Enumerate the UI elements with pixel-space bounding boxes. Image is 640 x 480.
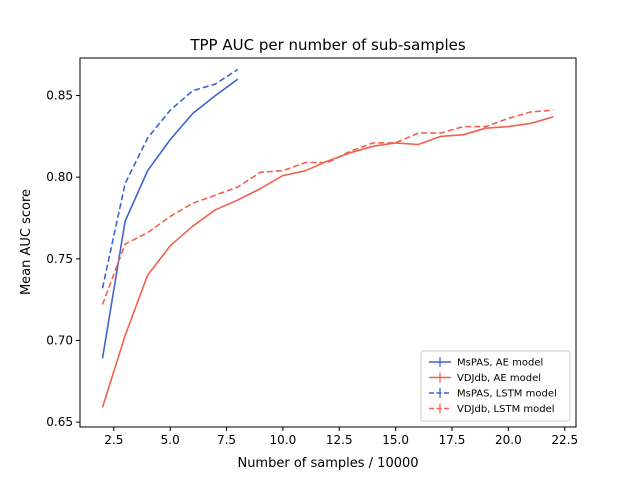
legend-label: VDJdb, LSTM model bbox=[457, 404, 555, 415]
y-tick-label: 0.85 bbox=[46, 89, 73, 103]
y-tick-label: 0.65 bbox=[46, 415, 73, 429]
y-axis-ticks: 0.65 0.70 0.75 0.80 0.85 bbox=[46, 89, 80, 429]
x-axis-label: Number of samples / 10000 bbox=[237, 456, 418, 471]
y-axis-label: Mean AUC score bbox=[19, 189, 34, 295]
y-tick-label: 0.80 bbox=[46, 170, 73, 184]
series-line-4 bbox=[101, 109, 554, 305]
series-line-2 bbox=[101, 116, 554, 408]
legend-box bbox=[420, 350, 571, 422]
legend-label: MsPAS, LSTM model bbox=[457, 389, 557, 400]
chart-title: TPP AUC per number of sub-samples bbox=[189, 36, 466, 54]
x-tick-label: 22.5 bbox=[551, 433, 578, 447]
x-tick-label: 10.0 bbox=[270, 433, 297, 447]
x-tick-label: 7.5 bbox=[217, 433, 236, 447]
y-tick-label: 0.75 bbox=[46, 252, 73, 266]
x-tick-label: 15.0 bbox=[382, 433, 409, 447]
y-tick-label: 0.70 bbox=[46, 333, 73, 347]
plot-frame bbox=[79, 57, 577, 428]
x-tick-label: 17.5 bbox=[439, 433, 466, 447]
series-layer bbox=[101, 68, 554, 408]
x-axis-ticks: 2.5 5.0 7.5 10.0 12.5 15.0 17.5 20.0 22.5 bbox=[104, 427, 578, 447]
x-tick-label: 20.0 bbox=[495, 433, 522, 447]
x-tick-label: 5.0 bbox=[161, 433, 180, 447]
x-tick-label: 12.5 bbox=[326, 433, 353, 447]
series-line-3 bbox=[101, 68, 239, 289]
legend: MsPAS, AE model VDJdb, AE model MsPAS, LST… bbox=[420, 350, 571, 422]
series-line-1 bbox=[101, 78, 239, 359]
legend-label: VDJdb, AE model bbox=[457, 373, 541, 384]
x-tick-label: 2.5 bbox=[104, 433, 123, 447]
legend-label: MsPAS, AE model bbox=[457, 358, 543, 369]
